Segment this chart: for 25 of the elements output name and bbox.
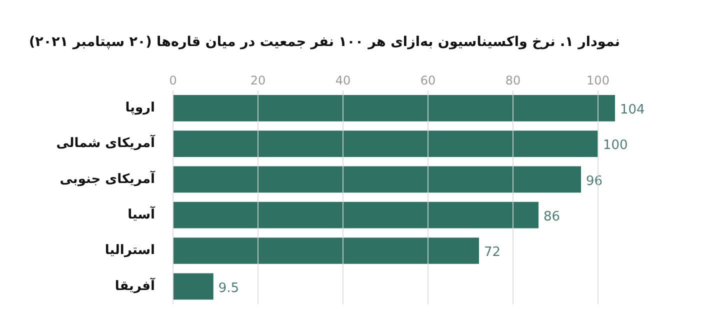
x-tick-label: 0 <box>169 73 177 88</box>
y-tick-label: آمریکای شمالی <box>56 134 156 152</box>
bar <box>174 95 615 122</box>
x-tick-label: 100 <box>586 73 610 88</box>
y-tick-label: آفریقا <box>114 276 156 294</box>
bar <box>174 238 479 264</box>
data-label: 72 <box>484 245 501 260</box>
x-tick-label: 40 <box>335 73 351 88</box>
data-label: 96 <box>586 174 603 189</box>
data-label: 86 <box>544 209 560 224</box>
y-tick-label: اروپا <box>125 100 155 116</box>
x-tick-label: 20 <box>250 73 266 88</box>
chart-title: نمودار ۱. نرخ واکسیناسیون به‌ازای هر ۱۰۰ نفر جمعیت در میان قاره‌ها (۲۰ سپتامبر ۲۰۲۱) <box>28 34 620 50</box>
y-tick-label: آمریکای جنوبی <box>60 170 156 187</box>
x-tick-label: 60 <box>420 73 436 88</box>
y-tick-label: آسیا <box>128 205 156 222</box>
bar <box>174 166 581 193</box>
bar <box>174 273 214 300</box>
data-label: 100 <box>603 138 628 154</box>
y-tick-label: استرالیا <box>104 243 155 258</box>
bar <box>174 130 598 158</box>
data-label: 104 <box>620 102 645 118</box>
x-tick-label: 80 <box>505 73 521 88</box>
bar <box>174 202 538 228</box>
data-label: 9.5 <box>218 280 240 296</box>
